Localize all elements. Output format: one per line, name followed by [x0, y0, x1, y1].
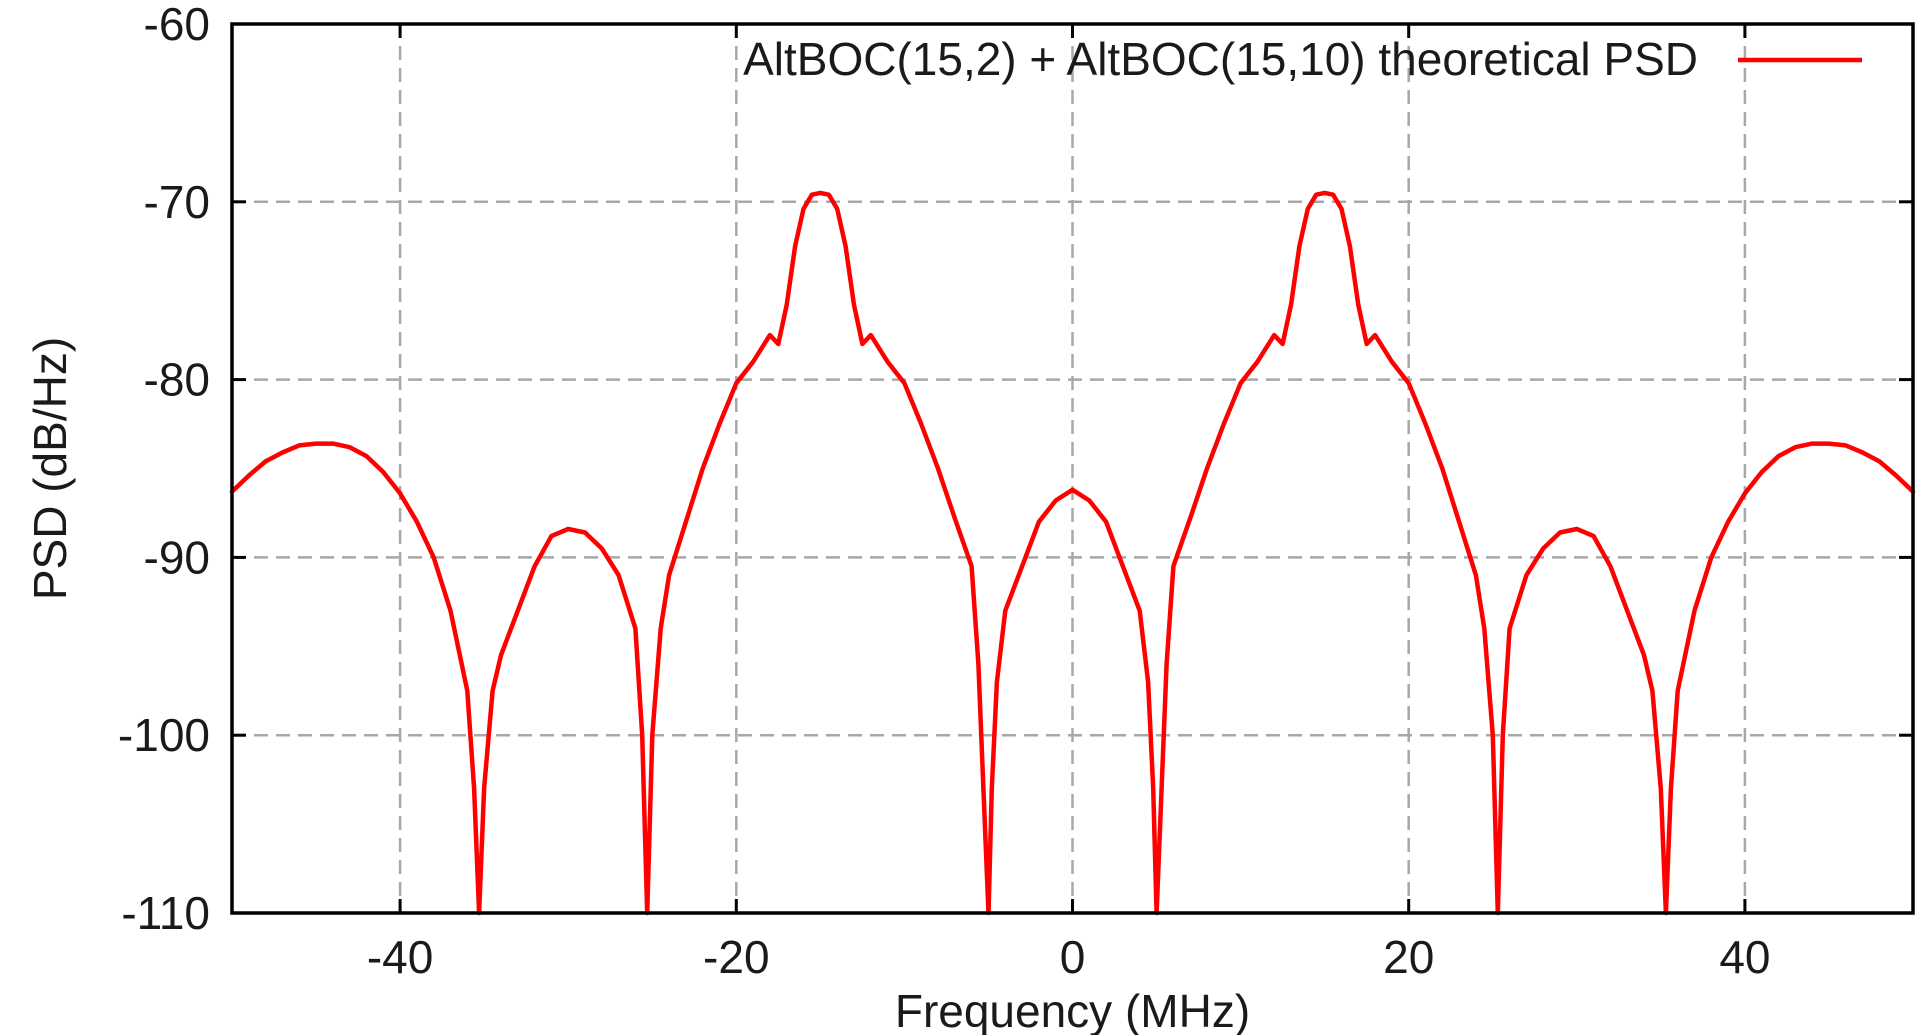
y-tick-label: -80 — [144, 354, 210, 406]
y-tick-label: -60 — [144, 0, 210, 50]
x-tick-label: 40 — [1719, 931, 1770, 983]
x-tick-label: 20 — [1383, 931, 1434, 983]
y-axis-title: PSD (dB/Hz) — [24, 337, 76, 600]
x-tick-labels: -40 -20 0 20 40 — [367, 931, 1771, 983]
x-tick-label: -40 — [367, 931, 433, 983]
y-tick-labels: -60 -70 -80 -90 -100 -110 — [118, 0, 210, 939]
x-axis-title: Frequency (MHz) — [895, 985, 1250, 1035]
y-tick-label: -90 — [144, 531, 210, 583]
legend: AltBOC(15,2) + AltBOC(15,10) theoretical… — [743, 33, 1862, 85]
psd-series-line — [229, 190, 1916, 916]
y-tick-label: -100 — [118, 709, 210, 761]
legend-label: AltBOC(15,2) + AltBOC(15,10) theoretical… — [743, 33, 1698, 85]
x-tick-label: -20 — [703, 931, 769, 983]
y-tick-label: -70 — [144, 176, 210, 228]
y-tick-label: -110 — [121, 887, 210, 939]
plot-frame — [230, 22, 1915, 915]
grid-lines — [232, 24, 1913, 913]
x-tick-label: 0 — [1060, 931, 1086, 983]
